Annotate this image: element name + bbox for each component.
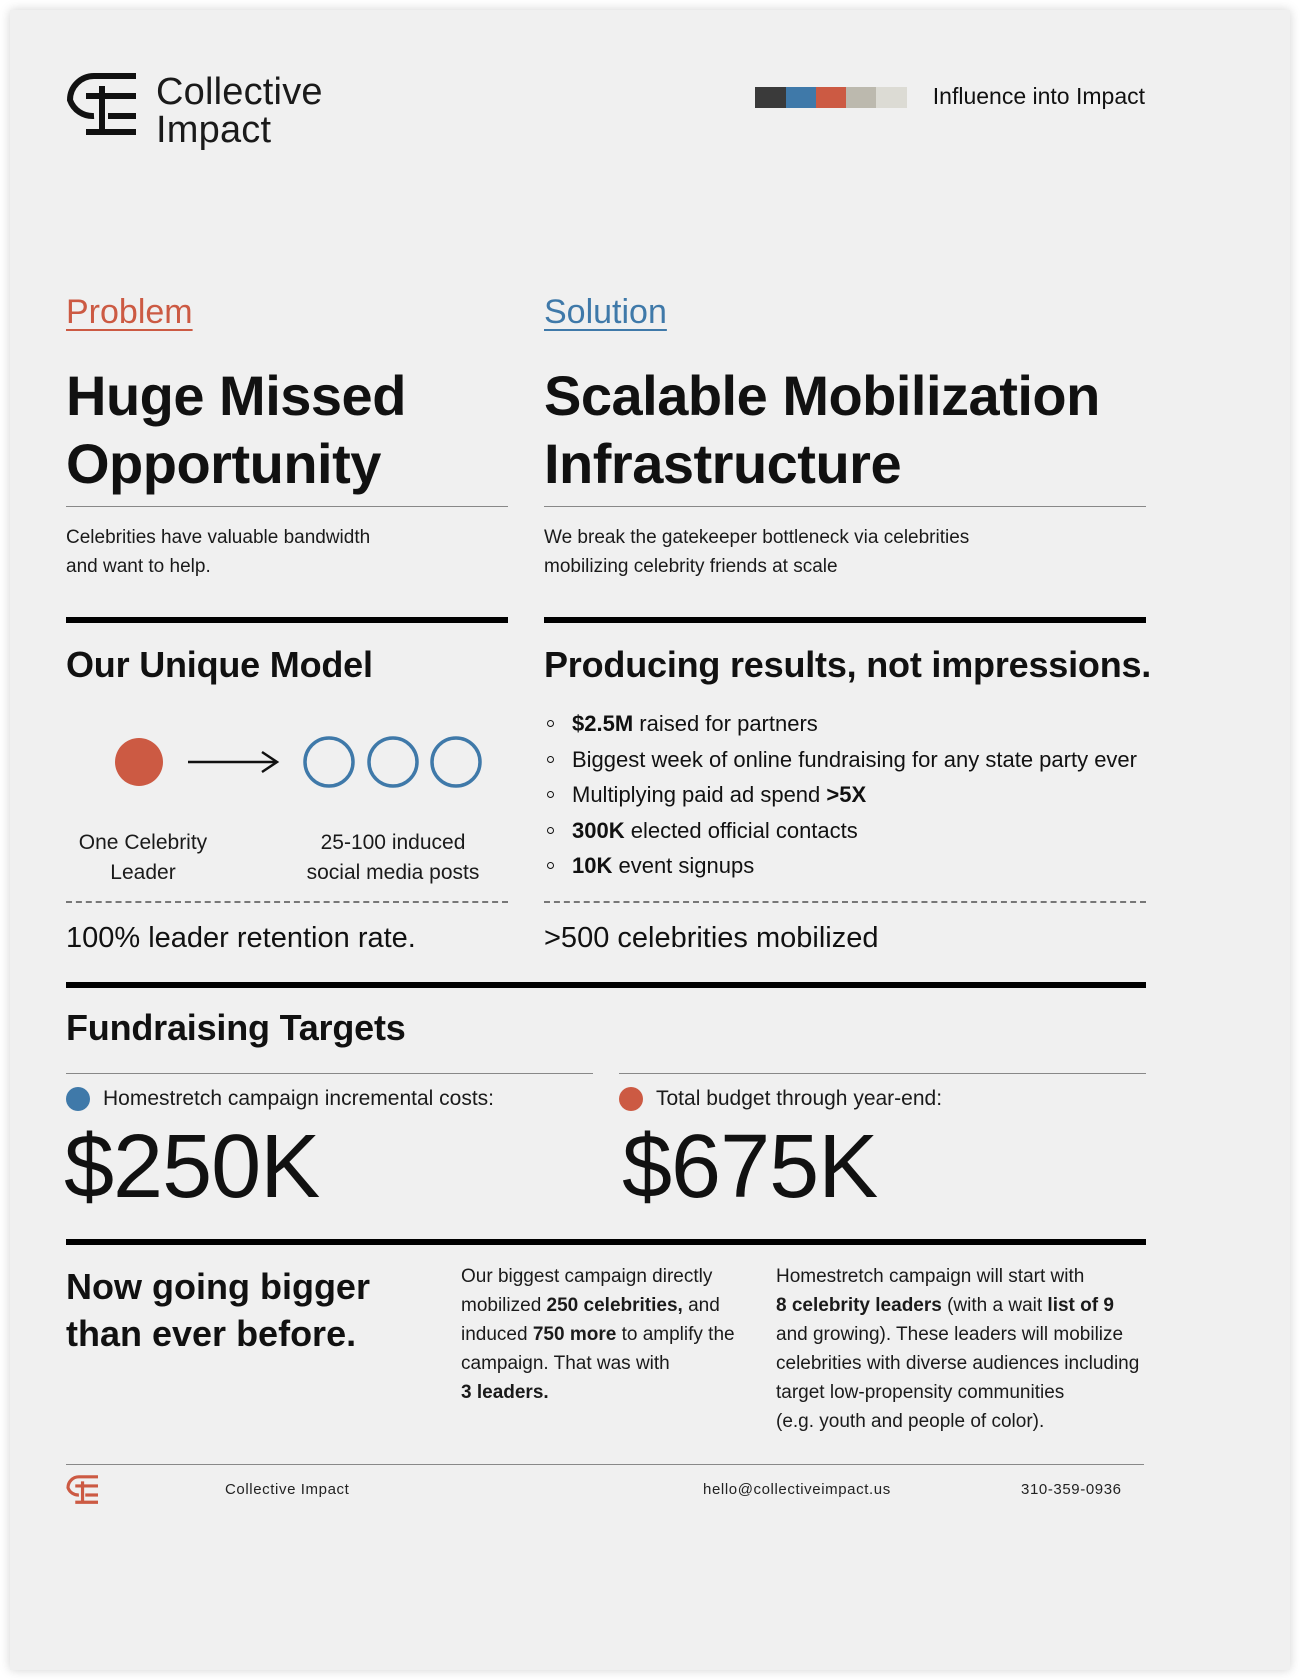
problem-headline: Huge Missed Opportunity — [66, 362, 406, 498]
palette-swatch-red — [816, 87, 849, 108]
leader-caption-line-1: One Celebrity — [78, 831, 208, 854]
leader-caption-line-2: Leader — [110, 861, 176, 884]
list-item: 300K elected official contacts — [544, 813, 1137, 849]
results-list: $2.5M raised for partners Biggest week o… — [544, 706, 1137, 884]
solution-blurb-line-2: mobilizing celebrity friends at scale — [544, 556, 838, 577]
induced-post-circle — [430, 736, 482, 788]
retention-stat: 100% leader retention rate. — [66, 922, 416, 954]
problem-blurb-line-1: Celebrities have valuable bandwidth — [66, 527, 371, 548]
solution-headline-line-1: Scalable Mobilization — [544, 364, 1100, 427]
induced-post-circle — [303, 736, 355, 788]
problem-headline-line-1: Huge Missed — [66, 364, 406, 427]
footer-company-name: Collective Impact — [225, 1481, 350, 1498]
incremental-costs-value: $250K — [64, 1117, 320, 1217]
footer-phone: 310-359-0936 — [1021, 1481, 1122, 1498]
red-legend-dot — [619, 1087, 643, 1111]
model-title: Our Unique Model — [66, 644, 373, 685]
solution-headline-line-2: Infrastructure — [544, 432, 902, 495]
list-item: $2.5M raised for partners — [544, 706, 1137, 742]
palette-swatch-blue — [786, 87, 819, 108]
section-rule — [544, 617, 1146, 623]
palette-swatch-sand — [876, 87, 907, 108]
targets-title: Fundraising Targets — [66, 1007, 406, 1048]
solution-blurb-line-1: We break the gatekeeper bottleneck via c… — [544, 527, 970, 548]
total-budget-label: Total budget through year-end: — [656, 1087, 943, 1110]
divider — [619, 1073, 1146, 1074]
problem-headline-line-2: Opportunity — [66, 432, 381, 495]
celebrity-leader-dot — [115, 738, 163, 786]
document-page: Collective Impact Influence into Impact … — [10, 10, 1290, 1670]
footer-email-link[interactable]: hello@collectiveimpact.us — [703, 1481, 891, 1498]
logo-wordmark: Collective Impact — [156, 73, 323, 149]
problem-label: Problem — [66, 293, 193, 331]
divider — [66, 506, 508, 507]
homestretch-paragraph: Homestretch campaign will start with 8 c… — [776, 1266, 1140, 1432]
footer-divider — [66, 1464, 1144, 1465]
solution-blurb: We break the gatekeeper bottleneck via c… — [544, 523, 969, 581]
tagline: Influence into Impact — [932, 83, 1145, 109]
logo-icon — [66, 73, 136, 135]
section-rule — [66, 982, 1146, 988]
divider — [544, 506, 1146, 507]
results-title: Producing results, not impressions. — [544, 644, 1152, 685]
palette-swatch-taupe — [846, 87, 879, 108]
list-item: Multiplying paid ad spend >5X — [544, 777, 1137, 813]
bigger-title: Now going bigger than ever before. — [66, 1263, 370, 1357]
posts-caption-line-2: social media posts — [306, 861, 480, 884]
footer-logo-icon — [66, 1475, 98, 1504]
leader-caption: One Celebrity Leader — [53, 828, 233, 888]
solution-headline: Scalable Mobilization Infrastructure — [544, 362, 1100, 498]
dashed-divider — [544, 901, 1146, 903]
problem-blurb: Celebrities have valuable bandwidth and … — [66, 523, 370, 581]
incremental-costs-label: Homestretch campaign incremental costs: — [103, 1087, 494, 1110]
divider — [66, 1073, 593, 1074]
total-budget-value: $675K — [622, 1117, 878, 1217]
logo-line-1: Collective — [156, 71, 323, 113]
arrow-right-icon — [188, 750, 280, 774]
logo-line-2: Impact — [156, 109, 272, 151]
posts-caption-line-1: 25-100 induced — [320, 831, 466, 854]
solution-label: Solution — [544, 293, 667, 331]
list-item: 10K event signups — [544, 848, 1137, 884]
dashed-divider — [66, 901, 508, 903]
celebrities-stat: >500 celebrities mobilized — [544, 922, 879, 954]
bigger-title-line-1: Now going bigger — [66, 1266, 370, 1307]
section-rule — [66, 617, 508, 623]
past-campaign-paragraph: Our biggest campaign directly mobilized … — [461, 1266, 735, 1403]
palette-swatch-charcoal — [755, 87, 788, 108]
induced-post-circle — [367, 736, 419, 788]
posts-caption: 25-100 induced social media posts — [292, 828, 494, 888]
model-diagram — [115, 736, 482, 788]
section-rule — [66, 1239, 1146, 1245]
blue-legend-dot — [66, 1087, 90, 1111]
bigger-title-line-2: than ever before. — [66, 1313, 357, 1354]
problem-blurb-line-2: and want to help. — [66, 556, 211, 577]
list-item: Biggest week of online fundraising for a… — [544, 742, 1137, 778]
